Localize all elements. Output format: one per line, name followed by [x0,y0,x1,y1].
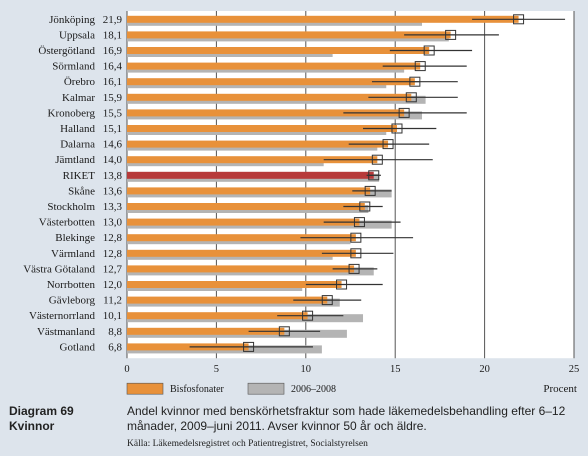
bar-bisfosfonater [127,343,249,351]
diagram-number: Diagram 69 [9,404,74,418]
category-label: Västra Götaland [23,263,95,275]
category-label: Norrbotten [47,279,96,291]
category-label: Skåne [68,185,95,197]
category-label: RIKET [63,170,96,182]
bar-bisfosfonater [127,187,371,195]
bar-riket [127,171,374,179]
value-label: 21,9 [103,14,123,26]
category-label: Östergötland [38,45,95,57]
category-label: Gävleborg [49,295,96,307]
bar-bisfosfonater [127,125,397,132]
figure-caption: Diagram 69 Kvinnor Andel kvinnor med ben… [0,401,588,456]
bar-bisfosfonater [127,281,342,288]
bar-bisfosfonater [127,265,355,273]
bar-bisfosfonater [127,296,328,304]
value-label: 12,8 [103,232,123,244]
x-tick-label: 5 [214,364,219,375]
value-label: 11,2 [103,295,122,307]
legend-label-2006-2008: 2006–2008 [291,384,336,395]
bar-bisfosfonater [127,15,519,23]
bar-bisfosfonater [127,234,356,242]
category-label: Västmanland [37,326,96,338]
bar-bisfosfonater [127,218,360,226]
bar-bisfosfonater [127,203,365,210]
x-tick-label: 25 [569,364,580,375]
bar-bisfosfonater [127,31,451,39]
value-label: 14,6 [103,139,123,151]
value-label: 15,9 [103,92,123,104]
legend-swatch-bisfosfonater [126,382,164,395]
bar-chart: 0 5 10 15 20 25 Jönköping 21,9 Uppsala 18,1 Österg… [23,11,580,395]
category-label: Kalmar [62,92,95,104]
value-label: 10,1 [103,310,122,322]
bar-bisfosfonater [127,140,389,148]
category-label: Blekinge [55,232,95,244]
category-label: Sörmland [52,61,95,73]
value-label: 12,0 [103,279,123,291]
caption-text: Andel kvinnor med benskörhetsfraktur som… [127,404,566,433]
value-label: 18,1 [103,29,122,41]
x-tick-label: 15 [390,364,401,375]
value-label: 13,6 [103,185,123,197]
category-label: Gotland [60,341,96,353]
category-label: Stockholm [47,201,95,213]
bar-bisfosfonater [127,93,412,101]
value-label: 13,0 [103,217,123,229]
category-label: Västerbotten [39,217,96,229]
bar-bisfosfonater [127,327,285,335]
value-label: 12,7 [103,263,123,275]
category-label: Uppsala [59,29,95,41]
x-tick-label: 0 [124,364,129,375]
bar-bisfosfonater [127,109,405,117]
bar-bisfosfonater [127,312,308,320]
value-label: 16,9 [103,45,123,57]
bar-bisfosfonater [127,249,356,257]
category-label: Jönköping [49,14,95,26]
x-tick-label: 20 [479,364,490,375]
category-label: Kronoberg [48,107,96,119]
category-label: Värmland [51,248,95,260]
x-axis-label: Procent [543,383,577,395]
value-label: 13,3 [103,201,123,213]
category-label: Örebro [64,76,96,88]
value-label: 14,0 [103,154,123,166]
category-label: Jämtland [55,154,95,166]
value-label: 6,8 [108,341,122,353]
category-label: Dalarna [60,139,95,151]
value-label: 16,1 [103,76,122,88]
value-label: 8,8 [108,326,122,338]
category-label: Västernorrland [29,310,95,322]
bar-bisfosfonater [127,78,415,86]
value-label: 15,1 [103,123,122,135]
value-label: 16,4 [103,61,123,73]
legend-swatch-2006-2008 [247,382,285,395]
x-tick-label: 10 [301,364,312,375]
bar-bisfosfonater [127,47,430,54]
value-label: 13,8 [103,170,123,182]
value-label: 12,8 [103,248,123,260]
bar-bisfosfonater [127,156,378,164]
diagram-subtitle: Kvinnor [9,419,55,433]
legend-label-bisfosfonater: Bisfosfonater [170,384,225,395]
category-label: Halland [60,123,95,135]
diagram-label: Diagram 69 Kvinnor [9,404,74,434]
bar-bisfosfonater [127,62,421,70]
value-label: 15,5 [103,107,123,119]
caption-source: Källa: Läkemedelsregistret och Patientre… [127,439,368,449]
